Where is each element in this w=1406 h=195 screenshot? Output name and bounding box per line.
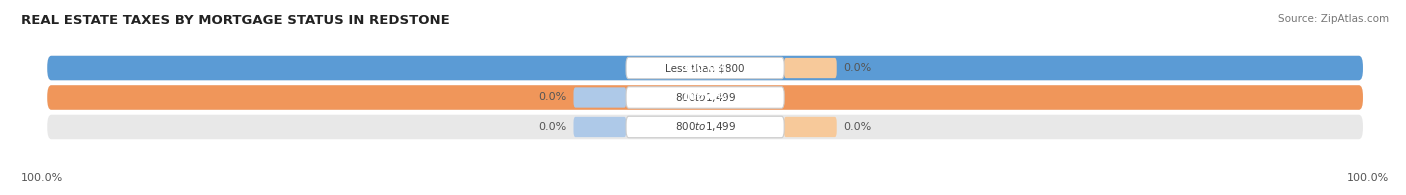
Text: 0.0%: 0.0% — [844, 122, 872, 132]
Text: 0.0%: 0.0% — [538, 92, 567, 103]
FancyBboxPatch shape — [574, 117, 626, 137]
FancyBboxPatch shape — [48, 85, 1362, 110]
Text: REAL ESTATE TAXES BY MORTGAGE STATUS IN REDSTONE: REAL ESTATE TAXES BY MORTGAGE STATUS IN … — [21, 14, 450, 27]
Text: 100.0%: 100.0% — [21, 173, 63, 183]
Text: $800 to $1,499: $800 to $1,499 — [675, 121, 735, 133]
FancyBboxPatch shape — [626, 116, 785, 138]
Text: 0.0%: 0.0% — [844, 63, 872, 73]
FancyBboxPatch shape — [626, 87, 785, 108]
FancyBboxPatch shape — [48, 115, 1362, 139]
Text: 100.0%: 100.0% — [1347, 173, 1389, 183]
FancyBboxPatch shape — [48, 56, 1362, 80]
FancyBboxPatch shape — [574, 87, 626, 108]
FancyBboxPatch shape — [626, 57, 785, 79]
FancyBboxPatch shape — [785, 58, 837, 78]
Text: 100.0%: 100.0% — [682, 63, 728, 73]
Text: Source: ZipAtlas.com: Source: ZipAtlas.com — [1278, 14, 1389, 24]
Text: Less than $800: Less than $800 — [665, 63, 745, 73]
Text: $800 to $1,499: $800 to $1,499 — [675, 91, 735, 104]
Text: 0.0%: 0.0% — [538, 122, 567, 132]
FancyBboxPatch shape — [48, 85, 1362, 110]
FancyBboxPatch shape — [785, 117, 837, 137]
Text: 100.0%: 100.0% — [682, 92, 728, 103]
FancyBboxPatch shape — [48, 56, 1362, 80]
